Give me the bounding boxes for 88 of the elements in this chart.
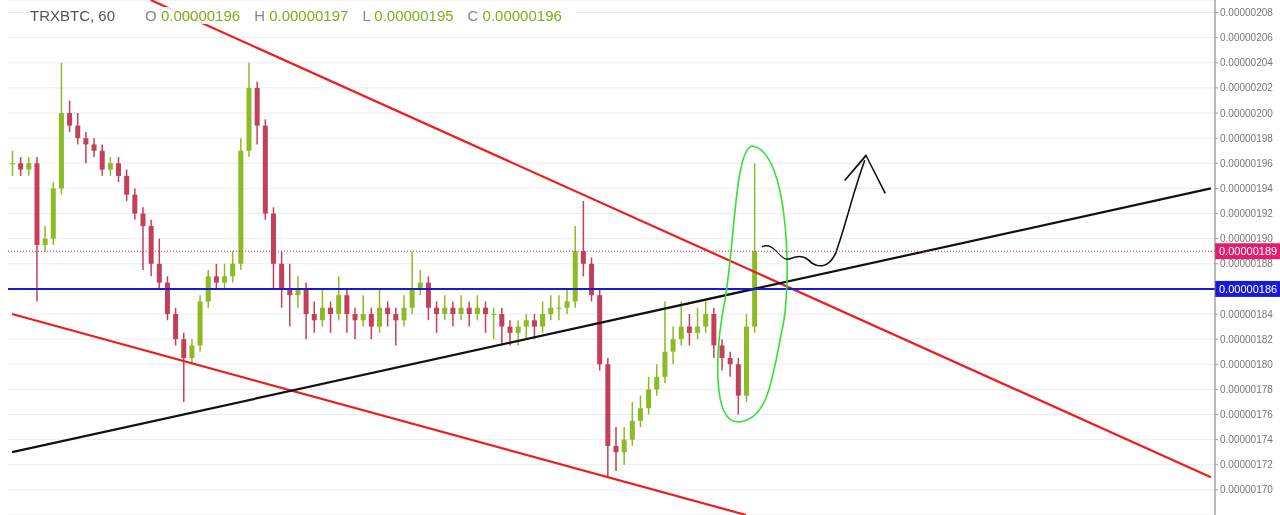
y-tick-label: 0.00000184 — [1220, 308, 1274, 320]
candlestick — [344, 288, 350, 334]
candlestick — [230, 250, 236, 284]
candlestick — [409, 250, 415, 315]
candlestick — [580, 200, 586, 278]
y-tick-label: 0.00000196 — [1220, 157, 1274, 169]
candlestick — [328, 300, 334, 334]
candlestick — [646, 376, 652, 416]
candlestick — [222, 263, 228, 290]
y-tick-label: 0.00000170 — [1220, 484, 1274, 496]
candlestick — [360, 294, 366, 328]
candlestick — [67, 99, 73, 133]
candlestick — [352, 306, 358, 340]
y-tick-label: 0.00000194 — [1220, 182, 1274, 194]
y-tick-label: 0.00000206 — [1220, 32, 1274, 44]
candlestick — [686, 313, 692, 347]
y-tick-label: 0.00000174 — [1220, 434, 1274, 446]
candlestick — [703, 300, 709, 334]
candlestick — [434, 300, 440, 334]
candlestick — [515, 319, 521, 347]
candlestick — [466, 300, 472, 328]
y-tick-label: 0.00000178 — [1220, 383, 1274, 395]
candlestick — [336, 275, 342, 322]
candlestick — [654, 363, 660, 397]
y-tick-label: 0.00000192 — [1220, 208, 1274, 220]
y-tick-label: 0.00000204 — [1220, 57, 1274, 69]
candlestick — [401, 294, 407, 328]
y-tick-label: 0.00000208 — [1220, 7, 1274, 19]
candlestick — [474, 294, 480, 322]
annotation: C 0.00000196 — [467, 7, 562, 24]
candlestick — [523, 313, 529, 340]
candlestick — [727, 350, 733, 378]
y-tick-label: 0.00000202 — [1220, 82, 1274, 94]
y-tick-label: 0.00000188 — [1220, 258, 1274, 270]
annotation: O 0.00000196 — [145, 7, 241, 24]
candlestick — [42, 225, 48, 252]
candlestick — [613, 426, 619, 472]
y-tick-label: 0.00000176 — [1220, 409, 1274, 421]
y-tick-label: 0.00000190 — [1220, 233, 1274, 245]
candlestick — [678, 300, 684, 347]
candlestick — [18, 156, 24, 177]
candlestick — [483, 300, 489, 334]
candlestick — [629, 401, 635, 447]
candlestick — [621, 426, 627, 466]
candlestick — [213, 263, 219, 290]
candlestick — [83, 131, 89, 165]
candlestick — [540, 300, 546, 334]
ref-line-label: 0.00000189 — [1219, 245, 1278, 258]
candlestick — [132, 187, 138, 221]
y-tick-label: 0.00000198 — [1220, 132, 1274, 144]
candlestick — [91, 137, 97, 158]
candlestick — [458, 294, 464, 322]
y-tick-label: 0.00000200 — [1220, 107, 1274, 119]
candlestick — [442, 294, 448, 322]
annotation: L 0.00000195 — [362, 7, 454, 24]
candlestick — [75, 112, 81, 146]
y-tick-label: 0.00000180 — [1220, 358, 1274, 370]
candlestick — [10, 149, 15, 177]
text: TRXBTC, 60 — [30, 7, 116, 24]
candlestick — [393, 306, 399, 347]
candlestick — [564, 288, 570, 315]
candlestick — [368, 306, 374, 340]
candlestick — [556, 294, 562, 322]
candlestick — [116, 156, 122, 183]
candlestick — [491, 306, 497, 340]
candlestick — [548, 294, 554, 322]
candlestick — [156, 237, 162, 290]
annotation: H 0.00000197 — [254, 7, 349, 24]
candlestick — [319, 288, 325, 328]
candlestick — [385, 300, 391, 328]
candlestick — [26, 156, 32, 177]
candlestick — [181, 332, 187, 403]
candlestick — [719, 338, 725, 372]
candlestick — [107, 156, 113, 177]
candlestick — [637, 394, 643, 428]
candlestick — [140, 206, 146, 271]
y-tick-label: 0.00000182 — [1220, 333, 1274, 345]
candlestick — [311, 300, 317, 334]
candlestick — [450, 300, 456, 328]
candlestick — [531, 313, 537, 340]
candlestick — [695, 306, 701, 340]
candlestick — [670, 325, 676, 366]
y-tick-label: 0.00000172 — [1220, 459, 1274, 471]
candlestick — [99, 143, 105, 177]
ref-line-label: 0.00000186 — [1219, 282, 1278, 295]
candlestick — [124, 168, 130, 202]
candlestick — [376, 288, 382, 334]
candlestick — [507, 319, 513, 347]
